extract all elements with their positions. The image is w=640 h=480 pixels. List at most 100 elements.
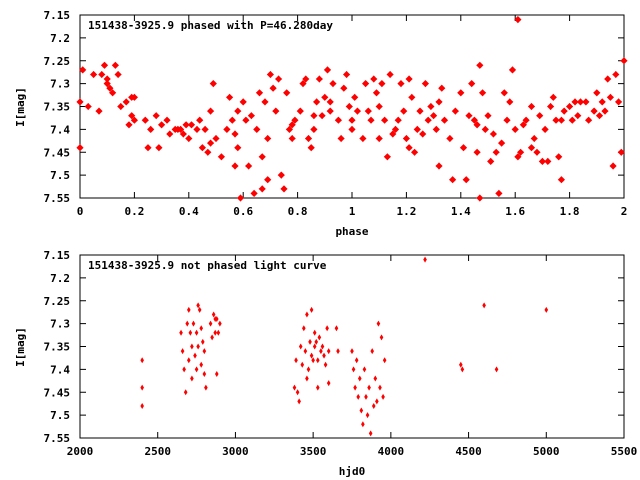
x-tick-label: 1.4 [451, 205, 471, 218]
data-point [440, 116, 449, 124]
data-point [571, 98, 579, 106]
y-tick-label: 7.55 [44, 432, 71, 445]
data-point [473, 121, 481, 129]
data-point [362, 366, 367, 373]
data-point [465, 112, 473, 120]
y-tick-label: 7.3 [50, 318, 70, 331]
data-point [302, 325, 306, 332]
data-point [451, 107, 459, 115]
data-point [585, 116, 593, 124]
data-point [200, 338, 205, 345]
data-point [117, 102, 125, 111]
data-point [166, 130, 174, 138]
data-point [459, 361, 463, 368]
data-point [400, 107, 408, 115]
x-tick-label: 0.6 [233, 205, 253, 218]
data-point [560, 107, 568, 115]
data-point [305, 375, 309, 382]
data-point [247, 112, 255, 120]
data-point [144, 144, 152, 152]
data-point [365, 412, 370, 419]
data-point [100, 61, 109, 69]
data-point [601, 107, 609, 115]
y-tick-label: 7.35 [44, 101, 71, 114]
data-point [309, 352, 314, 359]
data-point [280, 185, 288, 193]
data-point [177, 125, 185, 133]
data-point [378, 80, 386, 88]
data-point [337, 134, 345, 143]
y-tick-label: 7.15 [44, 9, 71, 22]
data-point [158, 121, 166, 129]
x-tick-label: 1 [349, 205, 356, 218]
data-point [207, 107, 215, 115]
data-point [334, 116, 342, 124]
y-tick-label: 7.45 [44, 146, 71, 159]
data-point [498, 139, 506, 147]
data-point [620, 57, 628, 65]
data-point [446, 134, 454, 143]
unphased-light-curve-panel: 2000 2500 3000 3500 4000 4500 5000 5500 7.15 7.2… [14, 249, 637, 478]
data-point [356, 393, 361, 400]
data-point [111, 61, 119, 69]
data-point [209, 80, 217, 88]
data-point [494, 366, 499, 373]
data-point [185, 134, 193, 143]
data-point [544, 157, 552, 165]
data-point [353, 107, 361, 115]
data-point [361, 421, 365, 428]
data-point [522, 116, 530, 124]
x-tick-label: 0.8 [288, 205, 308, 218]
data-point [76, 98, 84, 106]
x-tick-label: 1.8 [560, 205, 580, 218]
data-point [285, 125, 293, 133]
data-point [190, 375, 194, 382]
data-point [312, 329, 317, 336]
y-tick-label: 7.2 [50, 32, 70, 45]
data-point [202, 370, 207, 377]
data-point [405, 144, 413, 152]
x-tick-label: 2000 [67, 445, 94, 458]
data-point [312, 343, 317, 350]
data-point [364, 393, 368, 400]
data-point [198, 144, 206, 152]
data-point [90, 70, 98, 79]
data-point [348, 125, 356, 133]
data-point [411, 148, 419, 156]
data-point [574, 112, 582, 120]
data-point [218, 320, 222, 327]
data-point [438, 84, 446, 92]
data-point [255, 89, 264, 97]
data-point [381, 393, 385, 400]
y-tick-label: 7.45 [44, 386, 71, 399]
data-point [541, 125, 549, 133]
data-point [421, 80, 429, 88]
data-points [76, 16, 628, 202]
data-point [370, 348, 375, 355]
data-point [547, 102, 555, 111]
data-point [204, 148, 212, 156]
data-point [317, 334, 322, 341]
data-point [141, 116, 149, 124]
data-point [514, 16, 522, 24]
data-point [277, 171, 285, 179]
data-point [343, 70, 351, 79]
tick-marks [79, 254, 625, 439]
data-point [202, 348, 207, 355]
data-point [296, 107, 304, 115]
data-point [191, 320, 196, 327]
data-point [394, 116, 402, 124]
data-point [479, 89, 487, 97]
x-tick-label: 5500 [611, 445, 638, 458]
data-point [155, 144, 163, 152]
data-point [295, 389, 300, 396]
data-point [370, 75, 378, 83]
data-point [179, 130, 187, 138]
data-point [311, 357, 315, 364]
data-point [236, 194, 245, 202]
data-point [606, 93, 614, 101]
data-point [345, 102, 353, 111]
data-point [367, 116, 375, 124]
data-point [122, 98, 130, 106]
x-tick-label: 2 [621, 205, 628, 218]
